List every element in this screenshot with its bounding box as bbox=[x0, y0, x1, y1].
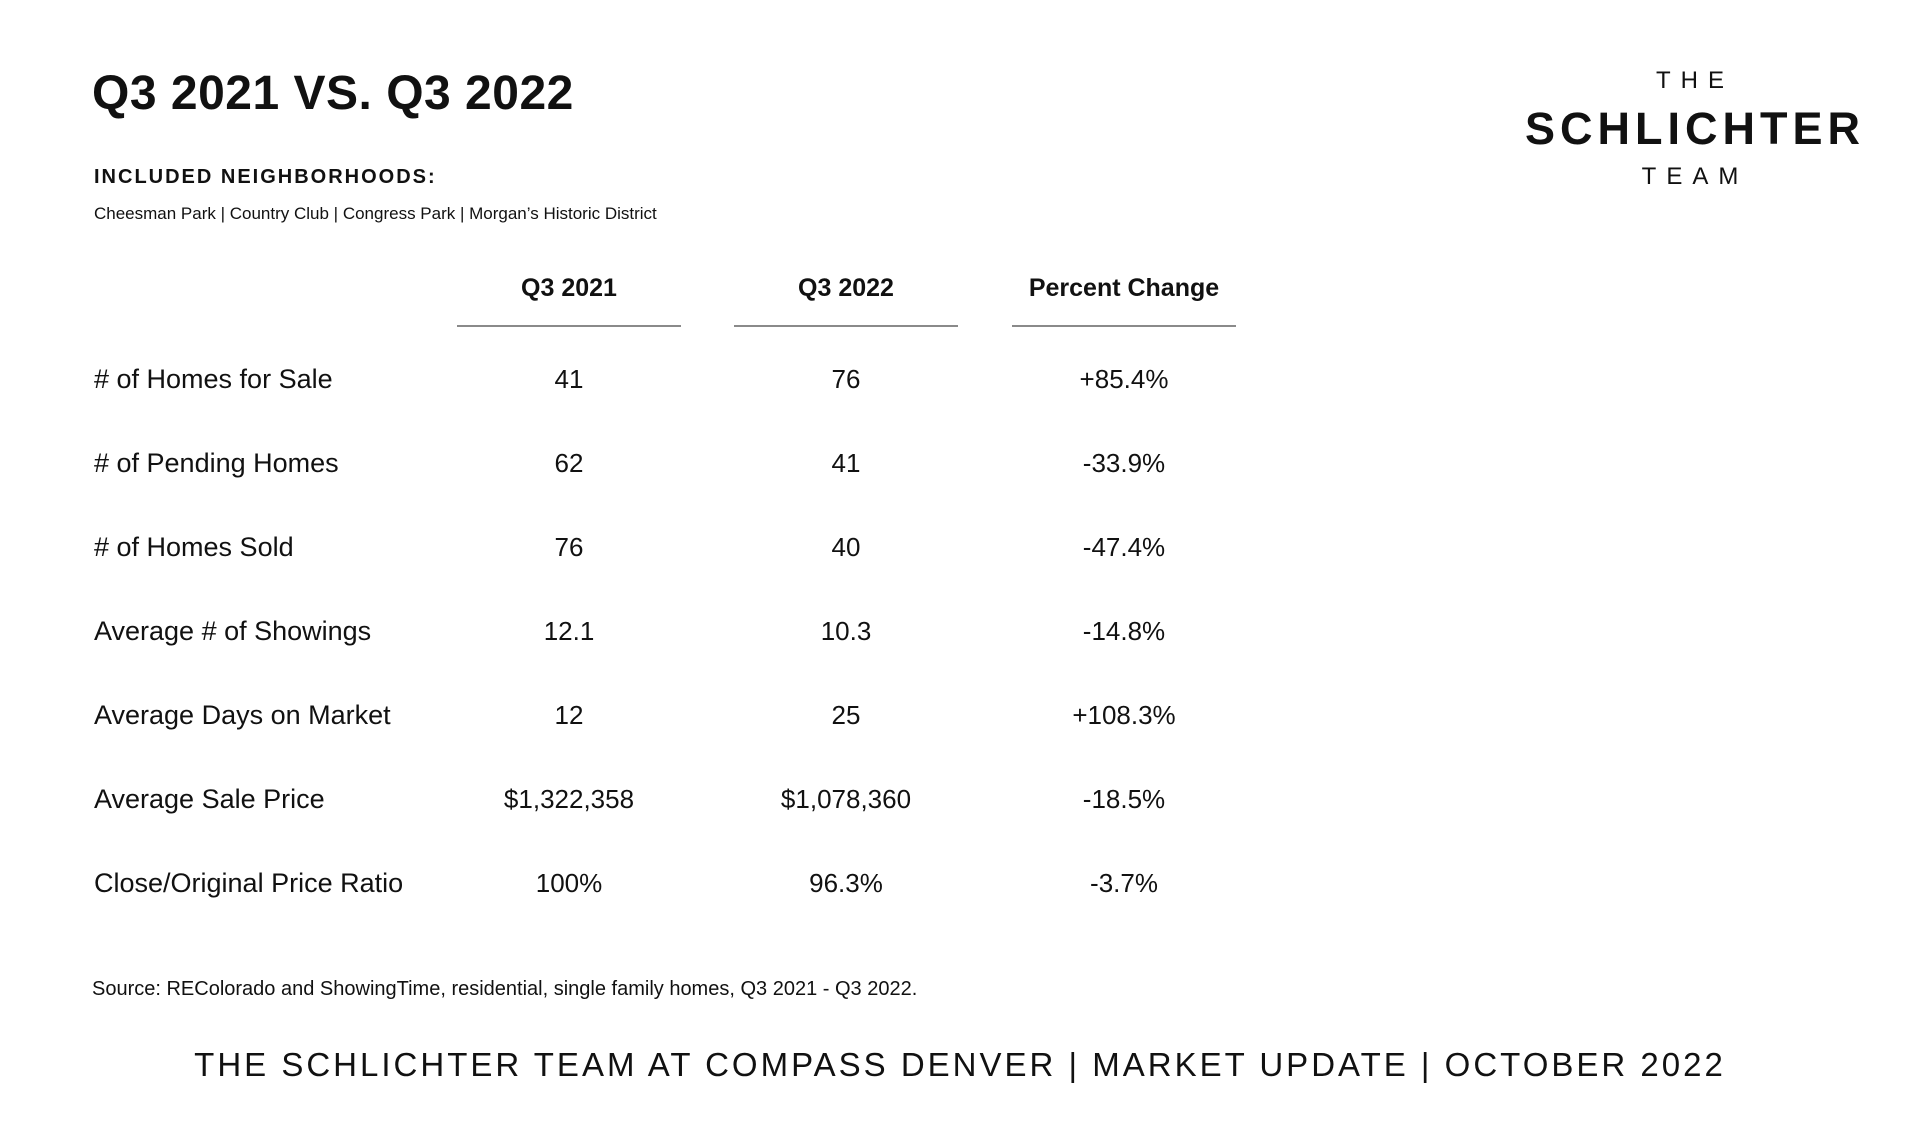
neighborhoods-list: Cheesman Park | Country Club | Congress … bbox=[94, 204, 657, 223]
cell-q3-2021: $1,322,358 bbox=[503, 784, 635, 814]
column-header-percent-change: Percent Change bbox=[1012, 274, 1236, 327]
cell-q3-2022: 25 bbox=[831, 700, 861, 730]
team-logo: THE SCHLICHTER TEAM bbox=[1520, 66, 1860, 192]
row-label: # of Homes Sold bbox=[94, 532, 294, 562]
cell-q3-2021: 100% bbox=[535, 868, 603, 898]
column-header-q3-2021: Q3 2021 bbox=[457, 274, 681, 327]
cell-percent-change: -33.9% bbox=[1082, 448, 1166, 478]
cell-percent-change: -18.5% bbox=[1082, 784, 1166, 814]
logo-line-name: SCHLICHTER bbox=[1525, 103, 1865, 154]
cell-percent-change: -47.4% bbox=[1082, 532, 1166, 562]
cell-q3-2021: 62 bbox=[554, 448, 584, 478]
row-label: Average # of Showings bbox=[94, 616, 372, 646]
logo-line-team: TEAM bbox=[1641, 163, 1749, 190]
cell-percent-change: -3.7% bbox=[1090, 868, 1158, 898]
cell-q3-2022: $1,078,360 bbox=[780, 784, 912, 814]
cell-percent-change: +108.3% bbox=[1072, 700, 1176, 730]
cell-q3-2021: 41 bbox=[554, 364, 584, 394]
column-header-q3-2022: Q3 2022 bbox=[734, 274, 958, 327]
row-label: Average Sale Price bbox=[94, 784, 325, 814]
cell-q3-2022: 41 bbox=[831, 448, 861, 478]
source-note: Source: REColorado and ShowingTime, resi… bbox=[92, 978, 918, 1000]
logo-line-the: THE bbox=[1656, 67, 1734, 94]
cell-q3-2022: 96.3% bbox=[809, 868, 883, 898]
cell-q3-2021: 76 bbox=[554, 532, 584, 562]
row-label: Close/Original Price Ratio bbox=[94, 868, 404, 898]
cell-q3-2021: 12 bbox=[554, 700, 584, 730]
cell-q3-2022: 76 bbox=[831, 364, 861, 394]
row-label: # of Pending Homes bbox=[94, 448, 339, 478]
page-title: Q3 2021 VS. Q3 2022 bbox=[92, 67, 574, 120]
footer-text: THE SCHLICHTER TEAM AT COMPASS DENVER | … bbox=[194, 1046, 1726, 1083]
cell-percent-change: +85.4% bbox=[1079, 364, 1169, 394]
neighborhoods-label: INCLUDED NEIGHBORHOODS: bbox=[94, 166, 437, 188]
row-label: Average Days on Market bbox=[94, 700, 391, 730]
cell-q3-2022: 40 bbox=[831, 532, 861, 562]
cell-q3-2022: 10.3 bbox=[820, 616, 872, 646]
row-label: # of Homes for Sale bbox=[94, 364, 333, 394]
cell-q3-2021: 12.1 bbox=[543, 616, 595, 646]
cell-percent-change: -14.8% bbox=[1082, 616, 1166, 646]
